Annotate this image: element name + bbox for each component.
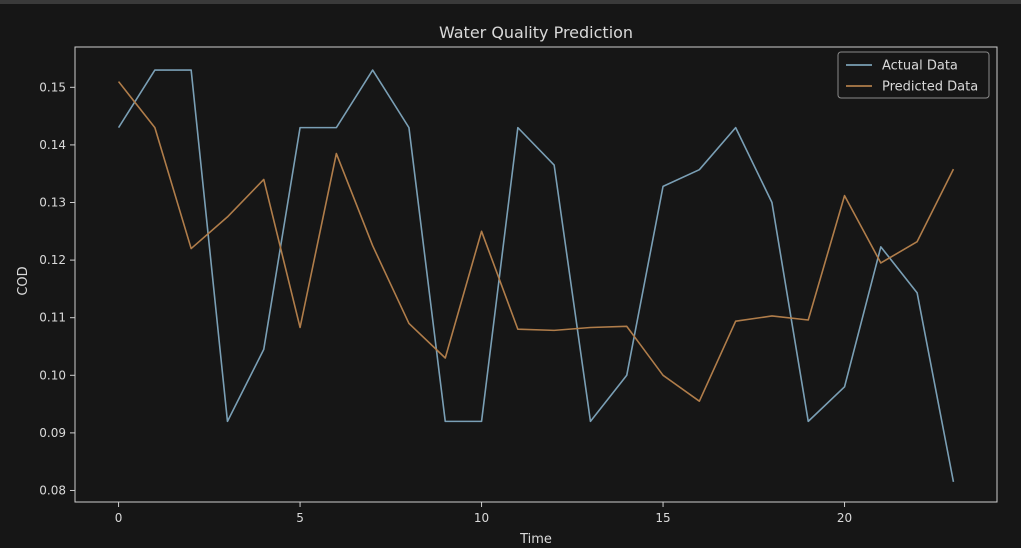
chart-title: Water Quality Prediction [439, 23, 633, 42]
legend-label-actual-data: Actual Data [882, 59, 958, 74]
y-tick-label: 0.08 [39, 483, 66, 497]
y-tick-label: 0.14 [39, 138, 66, 152]
x-axis-label: Time [519, 532, 552, 547]
window-top-bar [0, 0, 1021, 4]
y-tick-label: 0.15 [39, 80, 66, 94]
series-line-actual-data [117, 69, 955, 482]
x-tick-label: 10 [474, 511, 489, 525]
y-tick-label: 0.10 [39, 368, 66, 382]
legend-box [837, 51, 990, 99]
legend-label-predicted-data: Predicted Data [882, 80, 978, 95]
legend: Actual Data Predicted Data [837, 51, 990, 99]
y-tick-label: 0.09 [39, 426, 66, 440]
y-tick-label: 0.12 [39, 253, 66, 267]
x-tick-label: 15 [655, 511, 670, 525]
x-tick-label: 0 [115, 511, 123, 525]
plot-frame [74, 46, 998, 503]
y-tick-label: 0.11 [39, 311, 66, 325]
x-tick-label: 20 [837, 511, 852, 525]
series-line-predicted-data [117, 81, 955, 403]
y-tick-label: 0.13 [39, 196, 66, 210]
plot-area: 0 5 10 15 20 0.08 0.09 0.10 0.11 0.12 0.13 0.14 0.15 [39, 46, 998, 525]
y-axis-label: COD [16, 266, 31, 295]
x-tick-label: 5 [296, 511, 304, 525]
